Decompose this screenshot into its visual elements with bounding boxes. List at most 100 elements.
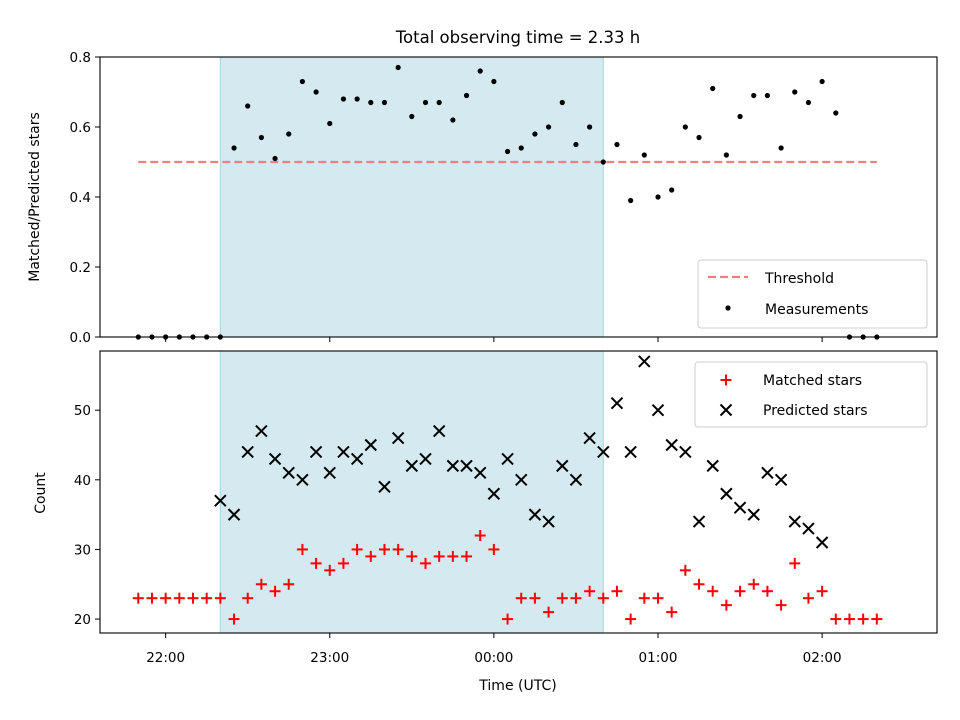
x-marker-b <box>679 445 692 459</box>
matched-star-point <box>611 585 623 597</box>
matched-star-point <box>228 613 240 625</box>
matched-star-point <box>707 585 719 597</box>
measurement-point <box>491 78 497 85</box>
predicted-star-point <box>761 466 774 480</box>
matched-star-point <box>132 592 144 604</box>
predicted-star-point <box>501 452 514 466</box>
matched-star-point <box>351 543 363 555</box>
measurement-point <box>805 99 812 106</box>
top-axes-frame <box>99 56 938 338</box>
predicted-star-point <box>802 522 815 535</box>
measurement-point <box>354 96 360 102</box>
measurement-point <box>737 113 743 120</box>
measurement-point <box>299 78 306 85</box>
predicted-star-point <box>350 452 364 466</box>
matched-star-point <box>214 592 226 604</box>
predicted-star-point <box>665 438 678 452</box>
measurement-point <box>682 124 688 130</box>
predicted-star-point <box>815 536 829 549</box>
predicted-star-point <box>706 459 719 473</box>
measurement-point <box>231 145 237 151</box>
measurement-point <box>614 141 620 148</box>
x-marker-b <box>419 452 432 466</box>
predicted-star-point <box>638 355 651 368</box>
matched-star-point <box>570 592 582 604</box>
top-y-ticks: 0.0 0.2 0.4 0.6 0.8 <box>70 50 100 346</box>
predicted-star-point <box>610 397 624 410</box>
x-marker-b <box>556 459 569 473</box>
measurement-point <box>518 145 524 151</box>
x-marker-b <box>296 473 309 487</box>
x-marker-b <box>391 431 405 445</box>
matched-star-point <box>255 578 267 590</box>
x-marker-b <box>309 445 323 459</box>
legend-matched-swatch <box>720 374 732 386</box>
matched-star-point <box>666 606 678 618</box>
measurement-point <box>450 117 456 123</box>
predicted-star-point <box>309 445 323 459</box>
top-legend-box <box>697 259 928 329</box>
legend-measurements-swatch <box>725 305 731 311</box>
x-marker-b <box>624 445 637 459</box>
predicted-star-point <box>679 445 692 459</box>
predicted-star-point <box>747 508 760 521</box>
count-panel: 20 30 40 50 22:00 23:00 00:00 01:00 02:00 Count… <box>33 350 938 694</box>
legend-predicted-label: Predicted stars <box>763 403 868 419</box>
measurement-point <box>436 99 442 106</box>
x-marker-b <box>460 459 473 473</box>
predicted-star-point <box>296 473 309 487</box>
x-tick-label: 22:00 <box>146 650 185 666</box>
measurement-point <box>545 124 552 130</box>
x-marker-b <box>214 494 227 507</box>
legend-predicted-swatch <box>719 403 733 417</box>
predicted-star-point <box>720 487 733 500</box>
x-marker-b <box>815 536 829 549</box>
predicted-star-point <box>364 438 378 452</box>
top-shaded-span <box>219 56 604 338</box>
predicted-stars-points <box>214 355 829 549</box>
top-legend: Threshold Measurements <box>697 259 928 329</box>
matched-star-point <box>461 550 473 562</box>
bottom-legend: Matched stars Predicted stars <box>694 361 928 428</box>
predicted-star-point <box>391 431 405 445</box>
x-marker-b <box>788 515 801 528</box>
bottom-y-ticks: 20 30 40 50 <box>74 403 100 628</box>
predicted-star-point <box>774 473 788 487</box>
matched-star-point <box>597 592 609 604</box>
matched-star-point <box>283 578 295 590</box>
x-tick-label: 23:00 <box>310 650 349 666</box>
ratio-panel: 0.00.20.40.60.8 Matched/Predicted stars … <box>27 50 938 346</box>
measurement-point <box>504 148 511 155</box>
predicted-star-point <box>515 473 528 487</box>
predicted-star-point <box>733 501 747 514</box>
x-marker-b <box>638 355 651 368</box>
y-tick-label: 40 <box>74 473 91 489</box>
x-marker-b <box>473 466 487 480</box>
x-marker-b <box>542 515 555 528</box>
measurement-point <box>409 113 415 120</box>
predicted-star-point <box>556 459 569 473</box>
matched-star-point <box>830 613 842 625</box>
x-marker-b <box>487 487 501 500</box>
matched-star-point <box>392 543 404 555</box>
predicted-star-point <box>419 452 432 466</box>
measurement-point <box>245 103 251 109</box>
x-axis-label: Time (UTC) <box>478 678 556 694</box>
matched-star-point <box>474 530 486 542</box>
matched-star-point <box>201 592 213 604</box>
matched-star-point <box>365 550 377 562</box>
top-x-ticks <box>165 337 823 342</box>
predicted-star-point <box>487 487 501 500</box>
y-tick-label: 0.4 <box>70 190 91 206</box>
matched-star-point <box>488 543 500 555</box>
x-marker-b <box>364 438 378 452</box>
matched-star-point <box>720 599 732 611</box>
predicted-star-point <box>460 459 473 473</box>
y-tick-label: 0.0 <box>70 330 91 346</box>
measurement-point <box>587 124 593 130</box>
matched-star-point <box>543 606 555 618</box>
predicted-star-point <box>788 515 801 528</box>
matched-star-point <box>816 585 828 597</box>
matched-star-point <box>242 592 254 604</box>
predicted-star-point <box>214 494 227 507</box>
